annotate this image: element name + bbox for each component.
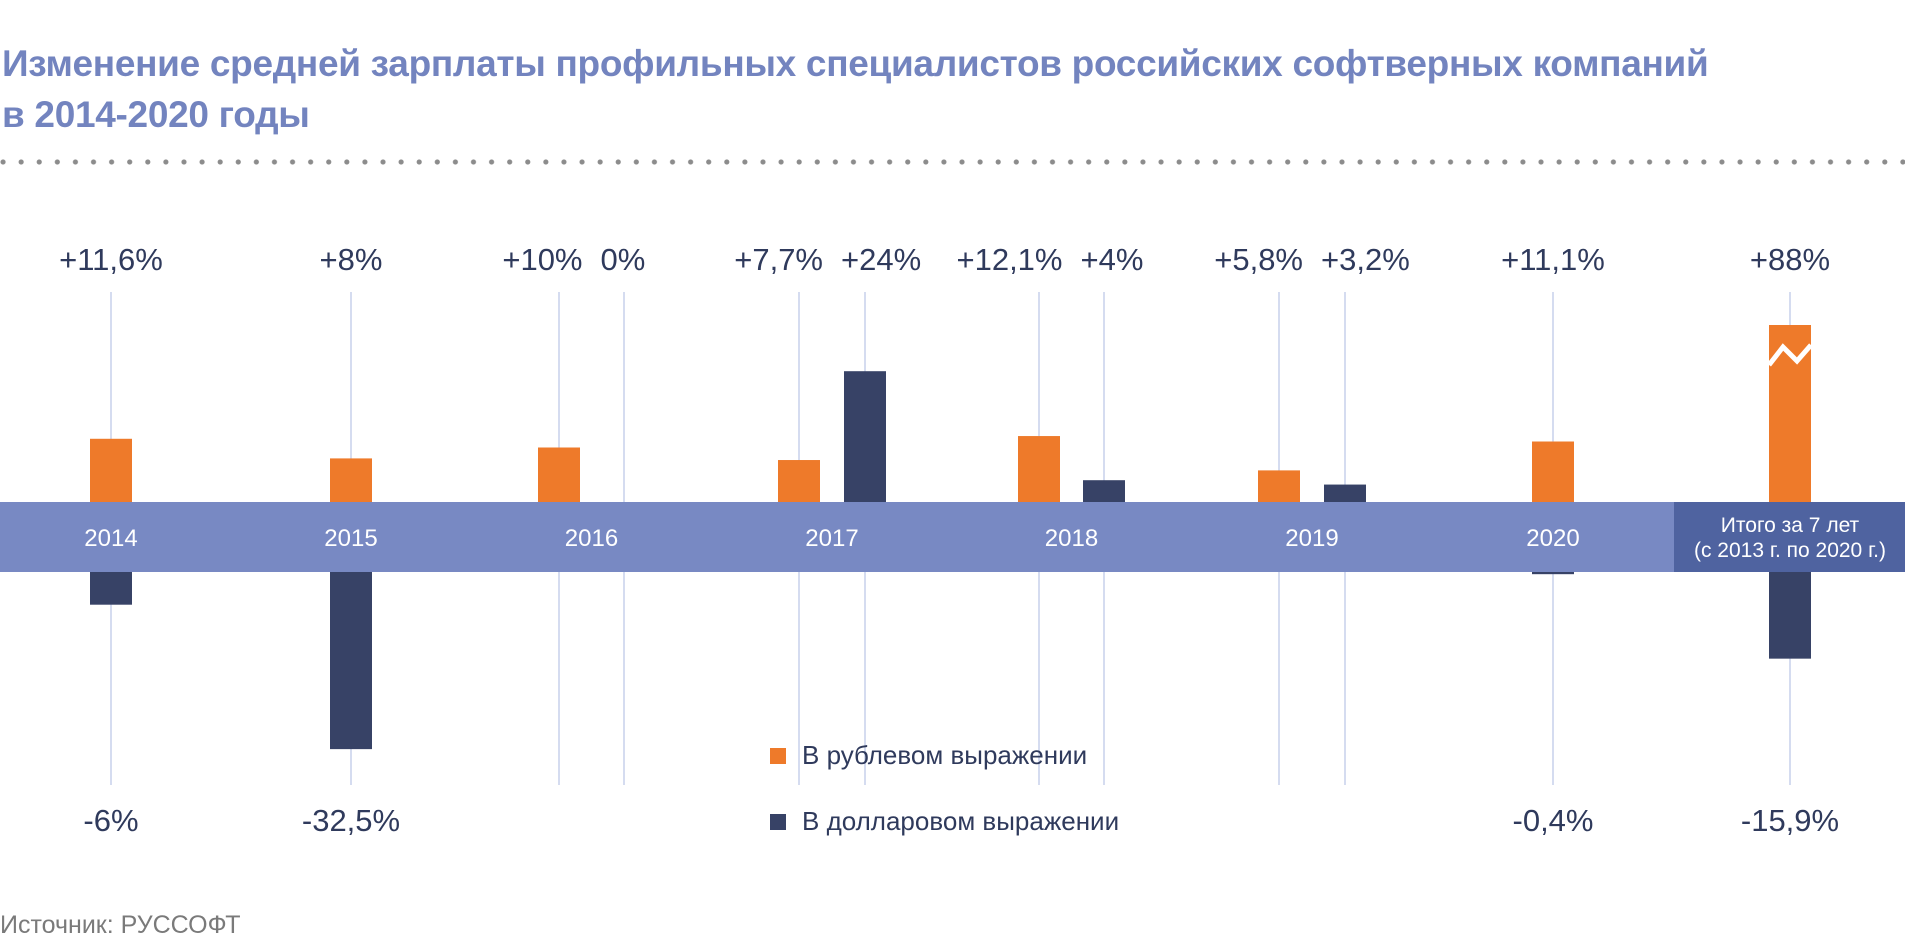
data-label-rub: +11,6% — [59, 242, 163, 277]
bar-usd — [844, 371, 886, 502]
data-label-usd: -6% — [83, 803, 138, 838]
data-label-usd: +24% — [841, 242, 921, 277]
legend-label-usd: В долларовом выражении — [802, 806, 1120, 836]
data-label-usd: 0% — [601, 242, 646, 277]
chart: +11,6% -6% 2014 +8% -32,5% 2015 +10% 0% 2016 +7,7… — [0, 242, 1905, 838]
category-band — [0, 502, 1674, 572]
category-label: 2017 — [805, 525, 858, 552]
legend-item-rub: В рублевом выражении — [770, 740, 1087, 771]
bar-rub — [1018, 436, 1060, 502]
title-line-2: в 2014-2020 годы — [2, 94, 310, 135]
data-label-usd: +3,2% — [1321, 242, 1410, 277]
dotted-divider — [0, 159, 1905, 165]
data-label-rub: +11,1% — [1501, 242, 1605, 277]
bar-usd — [330, 572, 372, 750]
category-label: 2016 — [565, 525, 618, 552]
legend-label-rub: В рублевом выражении — [802, 740, 1088, 770]
category-label: 2014 — [84, 525, 137, 552]
data-label-rub: +88% — [1750, 242, 1830, 277]
axis-break-mark — [1767, 343, 1813, 367]
data-label-rub: +7,7% — [734, 242, 823, 277]
title-line-1: Изменение средней зарплаты профильных сп… — [2, 43, 1709, 84]
data-label-usd: -15,9% — [1741, 803, 1839, 838]
legend-swatch-rub — [770, 747, 786, 764]
category-label: 2020 — [1526, 525, 1579, 552]
source-note: Источник: РУССОФТ — [0, 911, 241, 939]
category-label-total-line2: (с 2013 г. по 2020 г.) — [1694, 539, 1886, 562]
data-label-rub: +5,8% — [1214, 242, 1303, 277]
bar-rub — [778, 460, 820, 502]
data-label-rub: +8% — [320, 242, 383, 277]
data-label-usd: +4% — [1081, 242, 1144, 277]
bar-usd — [1324, 484, 1366, 502]
category-label: 2019 — [1285, 525, 1338, 552]
bar-rub — [538, 447, 580, 502]
category-label: 2018 — [1045, 525, 1098, 552]
category-label: 2015 — [324, 525, 377, 552]
data-label-rub: +12,1% — [956, 242, 1062, 277]
bar-usd — [90, 572, 132, 605]
bar-rub — [330, 458, 372, 502]
bar-usd — [1083, 480, 1125, 502]
total-band — [1674, 502, 1905, 572]
legend-swatch-usd — [770, 813, 786, 830]
bar-usd — [1532, 572, 1574, 575]
data-label-usd: -0,4% — [1513, 803, 1594, 838]
bar-rub — [1258, 470, 1300, 502]
data-label-rub: +10% — [502, 242, 582, 277]
bar-rub — [90, 438, 132, 502]
chart-title: Изменение средней зарплаты профильных сп… — [2, 38, 1709, 140]
bar-rub — [1532, 441, 1574, 502]
bar-usd — [1769, 572, 1811, 659]
data-label-usd: -32,5% — [302, 803, 400, 838]
category-label-total-line1: Итого за 7 лет — [1721, 514, 1860, 537]
legend-item-usd: В долларовом выражении — [770, 806, 1119, 837]
